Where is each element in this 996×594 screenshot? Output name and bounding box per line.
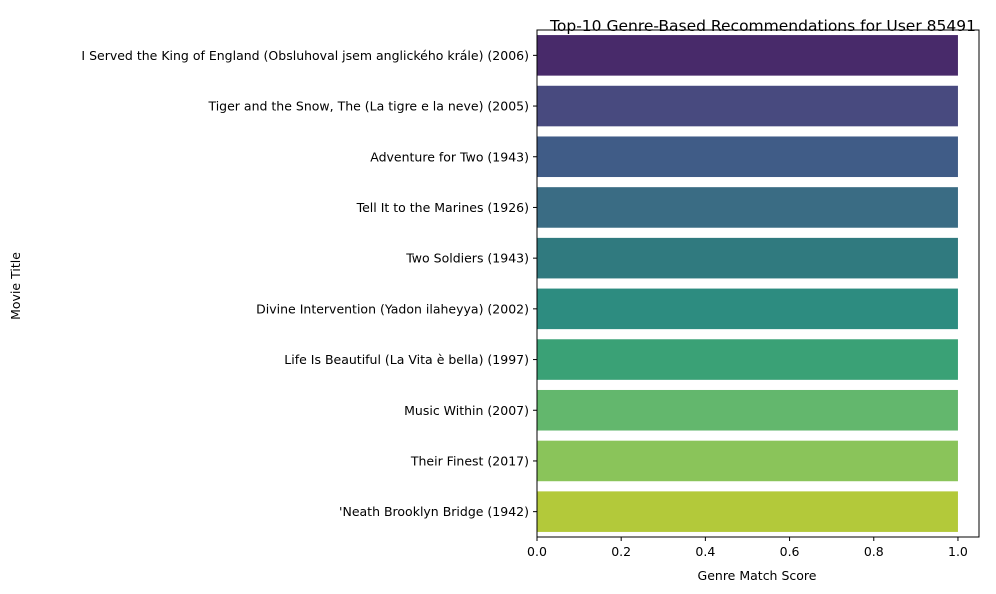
bar-3 [537,136,958,178]
x-tick-label: 0.6 [780,544,800,559]
y-tick-label: Music Within (2007) [404,403,529,418]
x-tick-label: 0.4 [695,544,715,559]
bar-7 [537,339,958,380]
bar-10 [537,491,958,532]
y-tick-label: Divine Intervention (Yadon ilaheyya) (20… [256,301,529,316]
bar-5 [537,237,958,279]
y-tick-label: Tiger and the Snow, The (La tigre e la n… [207,99,529,114]
plot-frame [536,29,980,538]
bar-2 [537,85,958,127]
y-tick-label: Tell It to the Marines (1926) [356,200,529,215]
bar-8 [537,389,958,431]
x-tick-label: 0.2 [611,544,631,559]
bar-4 [537,187,958,228]
bar-9 [537,440,958,482]
bars [537,35,958,532]
y-tick-label: I Served the King of England (Obsluhoval… [81,48,529,63]
y-tick-label: Life Is Beautiful (La Vita è bella) (199… [284,352,529,367]
y-tick-label: Their Finest (2017) [410,453,529,468]
chart-title: Top-10 Genre-Based Recommendations for U… [549,17,976,35]
y-axis-label: Movie Title [8,252,23,320]
y-tick-label: Two Soldiers (1943) [405,251,529,266]
axes: I Served the King of England (Obsluhoval… [81,29,980,559]
x-tick-label: 0.8 [864,544,884,559]
x-tick-label: 0.0 [527,544,547,559]
y-tick-label: Adventure for Two (1943) [370,149,529,164]
bar-1 [537,35,958,76]
y-tick-label: 'Neath Brooklyn Bridge (1942) [339,504,529,519]
x-tick-label: 1.0 [948,544,968,559]
x-axis-label: Genre Match Score [698,568,817,583]
bar-6 [537,288,958,330]
